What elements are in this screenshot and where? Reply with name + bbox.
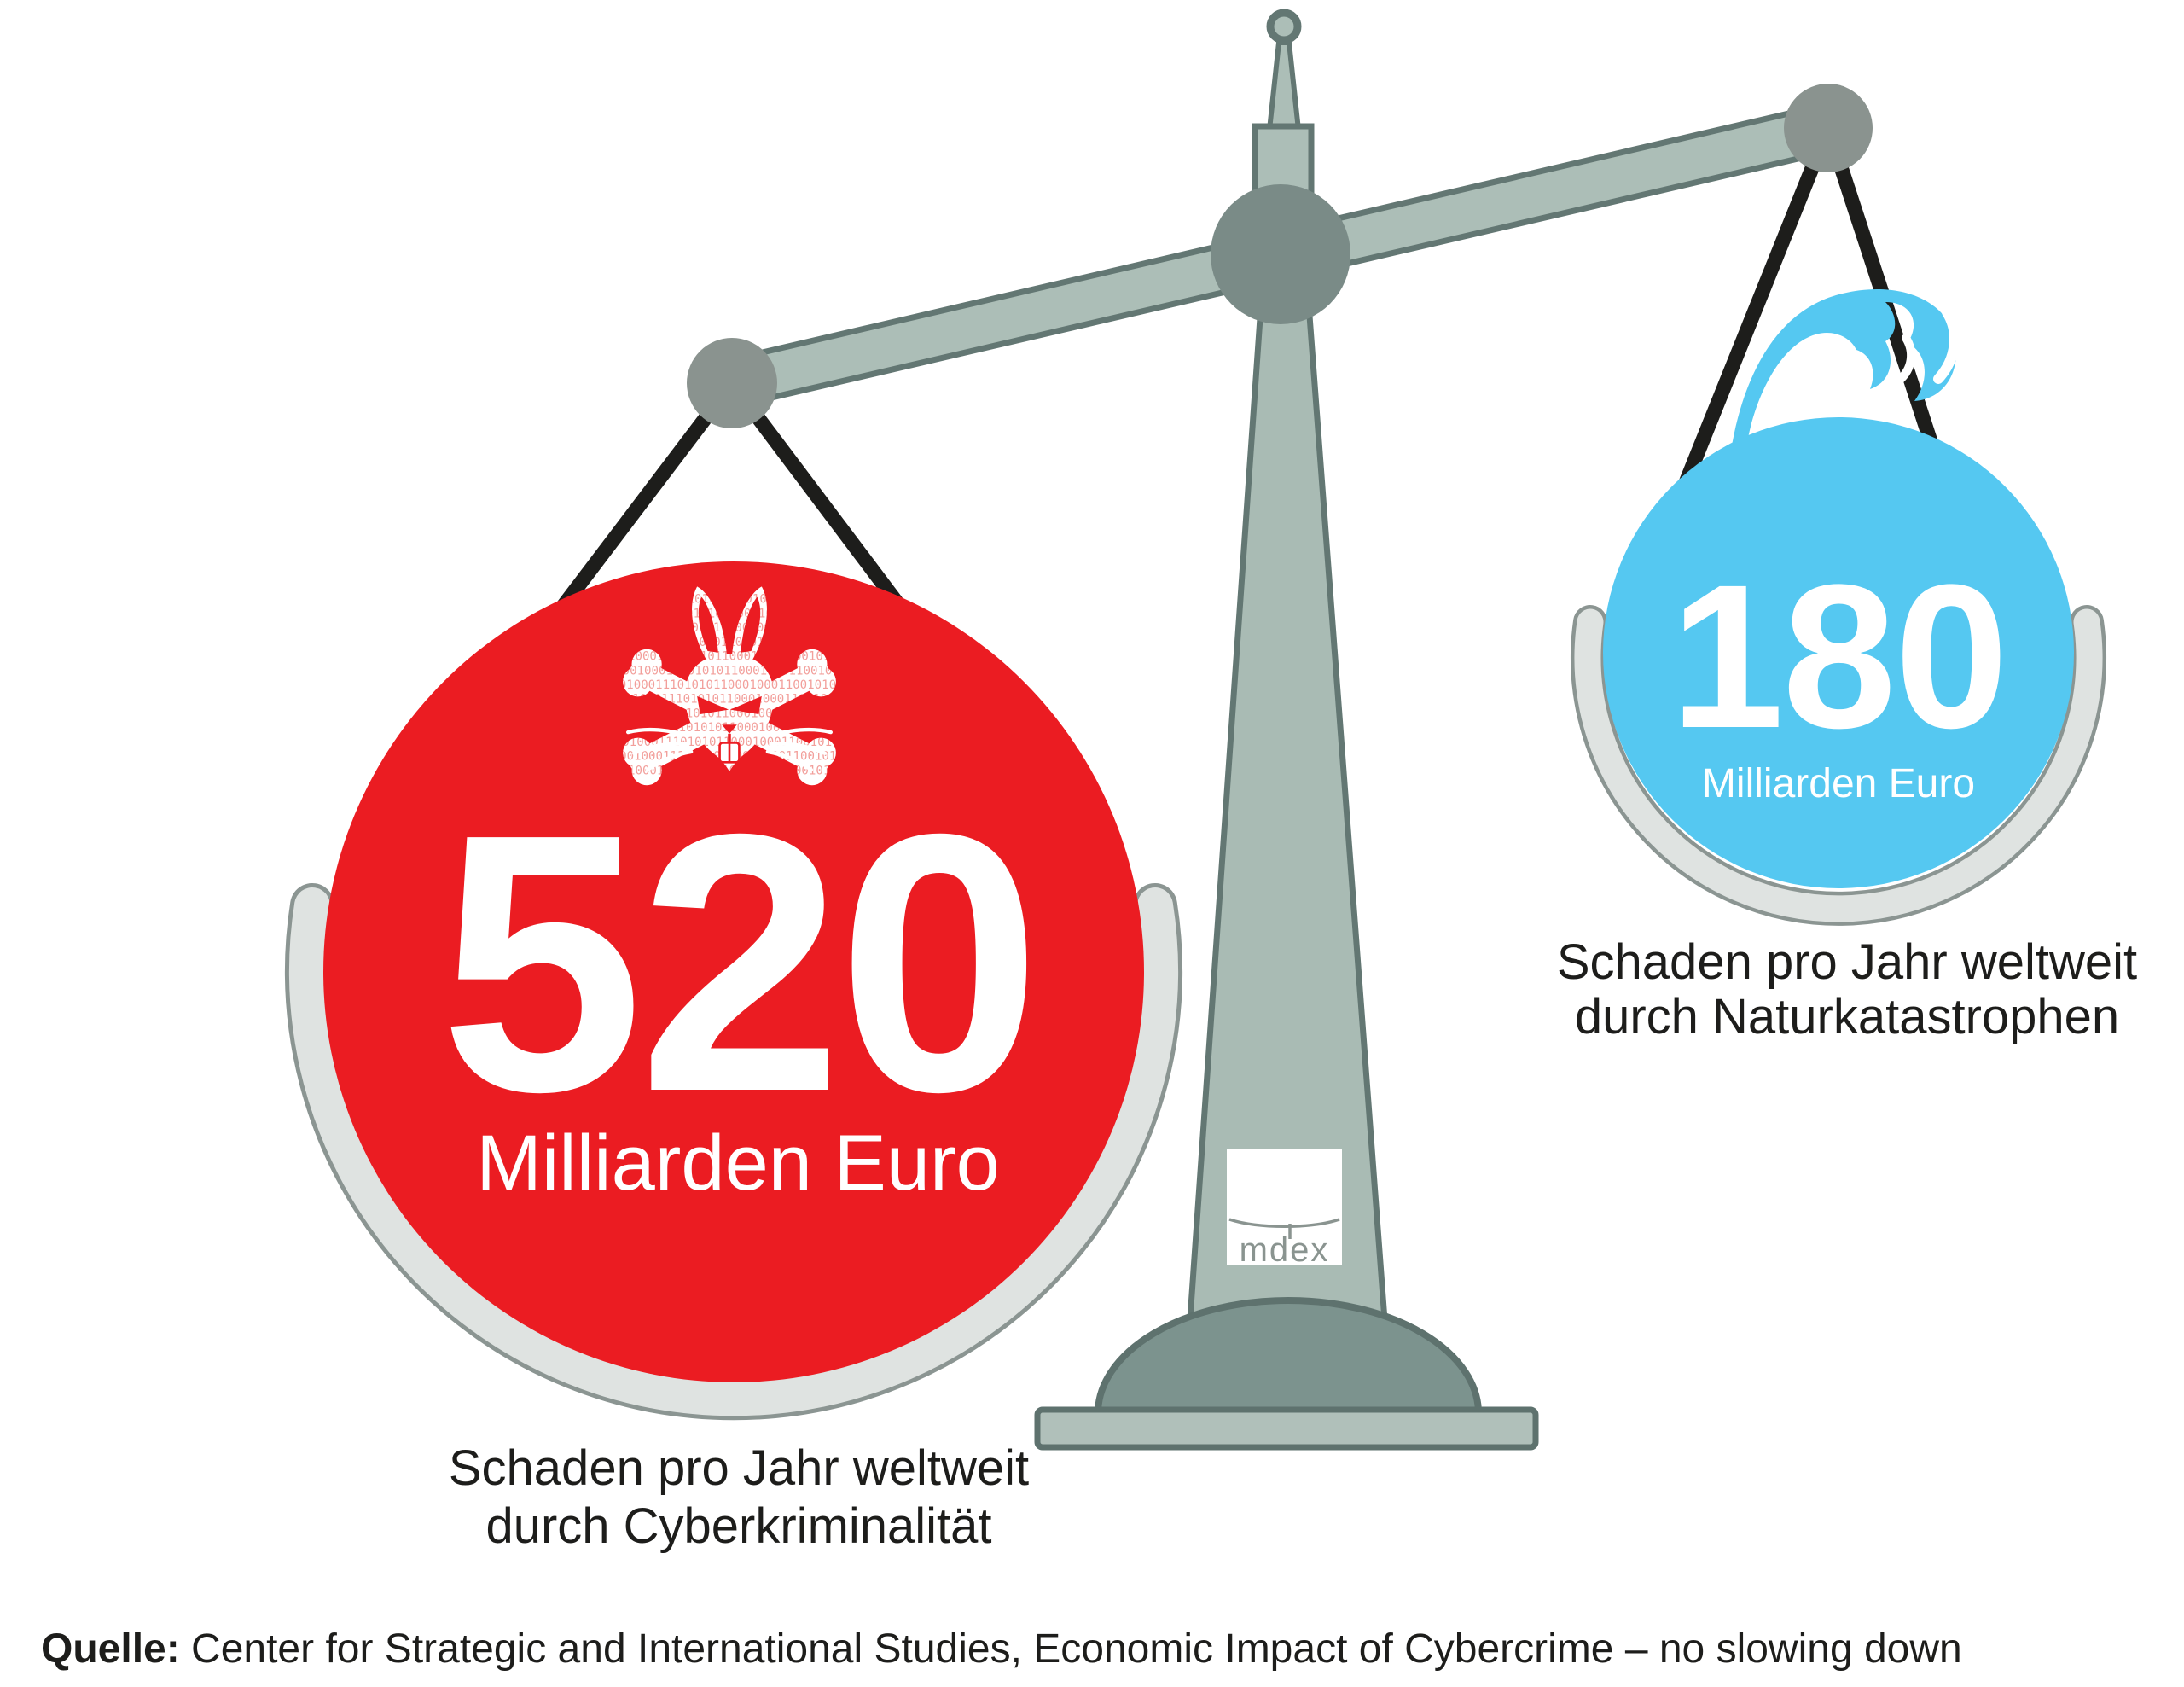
left-pan-cradle — [285, 883, 1182, 1421]
disaster-caption-line1: Schaden pro Jahr weltweit — [1556, 934, 2138, 990]
mdex-logo-text: mdex — [1239, 1231, 1330, 1269]
left-pan-circle — [323, 561, 1144, 1382]
scale-base-plate — [1034, 1406, 1539, 1451]
cybercrime-caption-line1: Schaden pro Jahr weltweit — [448, 1440, 1030, 1496]
right-beam-joint — [1784, 84, 1873, 172]
disaster-value: 180 — [1670, 542, 2008, 771]
mdex-logo — [1227, 1149, 1342, 1265]
pointer-needle — [1266, 40, 1302, 132]
right-pan-cradle — [1571, 605, 2106, 926]
disaster-caption-line2: durch Naturkatastrophen — [1574, 989, 2120, 1044]
binary-texture-row: 0111001000111010101100010001100101011100… — [589, 693, 936, 707]
source-label: Quelle: — [41, 1626, 180, 1672]
source-line: Quelle: Center for Strategic and Interna… — [41, 1626, 2157, 1673]
cybercrime-value: 520 — [439, 759, 1041, 1168]
right-pan-circle — [1603, 417, 2074, 888]
binary-texture-row: 0111001000111010101100010001100101011100… — [583, 678, 930, 692]
disaster-caption: Schaden pro Jahr weltweit durch Naturkat… — [1420, 935, 2184, 1044]
left-beam-joint — [687, 338, 777, 428]
pointer-ring — [1266, 9, 1302, 44]
cybercrime-caption: Schaden pro Jahr weltweit durch Cyberkri… — [312, 1440, 1165, 1556]
disaster-unit: Milliarden Euro — [1701, 761, 1976, 806]
cybercrime-caption-line2: durch Cyberkriminalität — [485, 1498, 992, 1554]
cybercrime-unit: Milliarden Euro — [476, 1120, 1000, 1207]
scale-pivot — [1211, 184, 1350, 324]
scale-foot-dome — [1094, 1297, 1483, 1416]
source-text: Center for Strategic and International S… — [179, 1626, 1962, 1672]
